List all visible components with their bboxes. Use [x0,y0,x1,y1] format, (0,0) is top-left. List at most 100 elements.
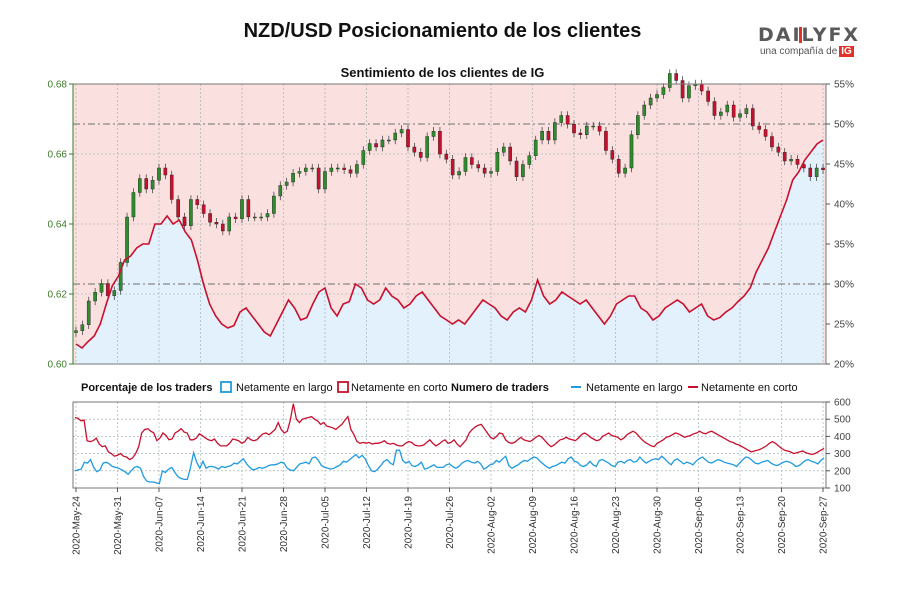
candle-body [648,97,653,106]
candle-body [476,164,481,169]
candle-body [680,80,685,99]
candle-body [259,216,263,219]
candle-body [80,324,85,331]
price-tick-label: 0.64 [48,220,68,231]
legend-pct-long-swatch [220,381,232,393]
dailyfx-logo: DAILYFX una compañía de IG [758,24,868,64]
date-tick-label: 2020-May-31 [113,496,124,555]
candle-body [521,164,525,177]
date-tick-label: 2020-Jun-07 [154,496,165,553]
price-tick-label: 0.68 [48,80,68,91]
traders-tick-label: 500 [834,415,851,426]
traders-short-line [74,403,825,461]
candle-body [578,132,583,135]
candle-body [240,199,244,219]
candle-body [169,174,174,200]
price-candles [74,69,825,337]
date-tick-label: 2020-Sep-20 [777,496,788,554]
date-tick-label: 2020-Jun-14 [196,496,207,553]
legend: Porcentaje de los traders Netamente en l… [81,381,798,394]
candle-body [642,104,647,116]
legend-pct-title: Porcentaje de los traders [81,382,212,394]
date-tick-label: 2020-Jul-19 [403,496,414,549]
candle-body [610,150,615,160]
candle-body [214,222,219,225]
candle-body [265,213,270,218]
candle-body [623,167,627,174]
candle-body [252,216,257,219]
candle-body [438,131,442,155]
pct-tick-label: 35% [834,240,854,251]
candle-body [540,131,544,141]
candle-body [182,216,187,226]
candle-body [508,146,512,162]
candle-body [636,115,640,135]
candle-body [674,73,678,81]
candle-body [406,129,410,148]
legend-num-long-label: Netamente en largo [586,382,683,394]
candle-body [106,283,110,296]
candle-body [304,167,308,172]
candle-body [125,216,129,263]
candle-body [444,153,449,160]
candle-body [757,125,761,130]
date-tick-label: 2020-Aug-02 [487,496,498,554]
candle-body [565,115,570,125]
candle-body [355,164,359,174]
candle-body [201,204,206,214]
candle-body [572,124,576,134]
candle-body [425,136,429,158]
candle-body [731,104,736,118]
traders-long-line [74,449,825,485]
date-tick-label: 2020-Aug-30 [653,496,664,554]
date-tick-label: 2020-Jul-26 [445,496,456,549]
candle-body [99,283,104,293]
candle-body [157,167,161,181]
candle-body [418,152,423,158]
candle-body [138,178,142,193]
candle-body [335,167,340,170]
candle-body [342,167,346,170]
candle-body [374,143,378,148]
candle-body [584,125,589,135]
candle-body [719,111,723,116]
candle-body [150,180,155,190]
candle-body [744,108,749,114]
candle-body [284,181,289,186]
candle-body [495,152,500,172]
candle-body [195,199,200,205]
candle-body [227,216,232,232]
candle-body [591,125,595,128]
pct-tick-label: 40% [834,200,854,211]
date-tick-label: 2020-May-24 [71,496,82,555]
date-tick-label: 2020-Jun-21 [237,496,248,553]
candle-body [291,173,295,183]
legend-pct-long-label: Netamente en largo [236,382,333,394]
candle-body [597,125,602,132]
legend-num-short-label: Netamente en corto [701,382,798,394]
page-title: NZD/USD Posicionamiento de los clientes [243,20,642,42]
candle-body [629,134,634,169]
candle-body [604,131,608,151]
candle-body [770,136,774,148]
candle-body [738,113,742,118]
candle-body [776,146,781,153]
pct-tick-label: 25% [834,320,854,331]
candle-body [725,104,730,113]
date-tick-label: 2020-Jun-28 [279,496,290,553]
price-axis: 0.60 0.62 0.64 0.66 0.68 [48,80,74,371]
pct-axis: 20% 25% 30% 35% 40% 45% 50% 55% [826,80,854,371]
candle-body [329,167,334,172]
candle-body [310,167,315,170]
date-tick-label: 2020-Aug-16 [570,496,581,554]
candle-body [661,87,666,95]
candle-body [470,157,474,165]
candle-body [431,131,436,137]
candle-body [553,122,557,141]
price-tick-label: 0.66 [48,150,68,161]
candle-body [323,171,327,190]
candle-body [616,159,621,174]
candle-body [348,169,353,174]
candle-body [712,101,717,116]
candle-body [795,159,800,165]
